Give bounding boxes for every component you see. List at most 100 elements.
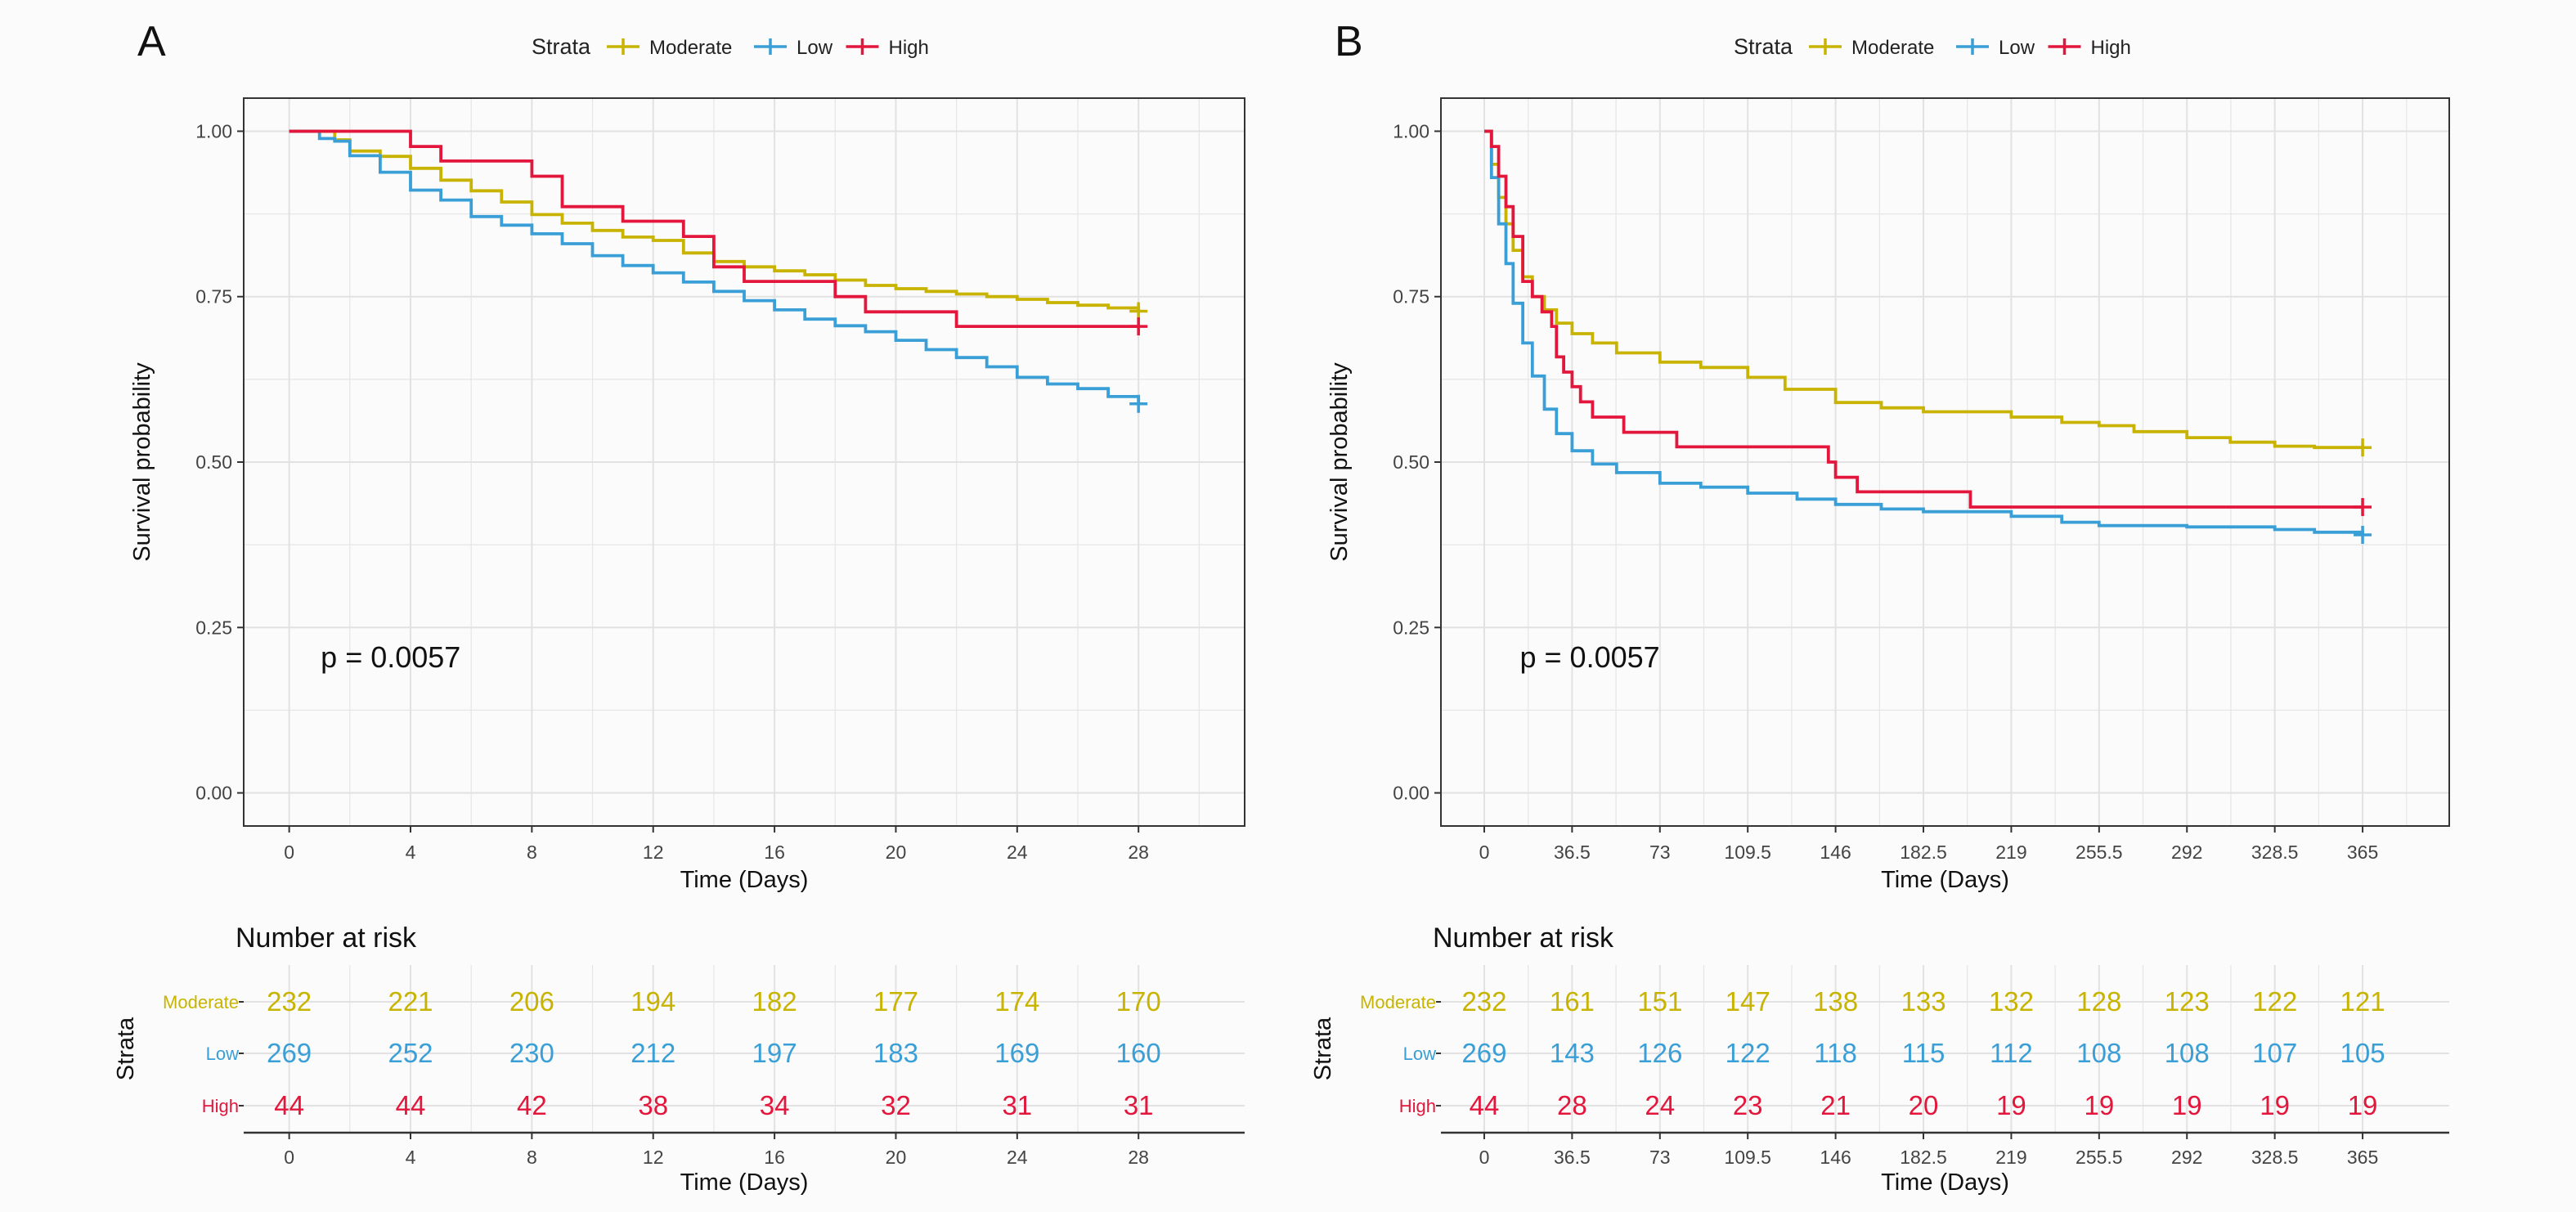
censor-mark-low bbox=[2354, 526, 2372, 544]
risk-count: 32 bbox=[881, 1090, 911, 1120]
risk-row-label-moderate: Moderate bbox=[1360, 992, 1436, 1012]
legend-key-moderate bbox=[607, 38, 640, 55]
legend-key-moderate bbox=[1809, 38, 1842, 55]
x-tick-label: 20 bbox=[886, 842, 907, 863]
x-tick-label: 146 bbox=[1820, 842, 1851, 863]
y-axis-label: Survival probability bbox=[129, 362, 155, 562]
risk-table-title: Number at risk bbox=[236, 922, 417, 954]
risk-count: 169 bbox=[994, 1038, 1039, 1068]
risk-count: 108 bbox=[2076, 1038, 2121, 1068]
risk-x-axis-label: Time (Days) bbox=[680, 1169, 809, 1196]
x-axis-label: Time (Days) bbox=[680, 867, 809, 893]
risk-x-tick-label: 36.5 bbox=[1554, 1147, 1591, 1168]
grid bbox=[244, 98, 1245, 826]
km-curve-high bbox=[289, 129, 1139, 328]
km-curve-high bbox=[1484, 129, 2363, 509]
x-axis-label: Time (Days) bbox=[1881, 867, 2009, 893]
y-tick-label: 0.50 bbox=[195, 451, 232, 473]
censor-mark-high bbox=[1129, 317, 1148, 336]
risk-count: 42 bbox=[517, 1090, 547, 1120]
legend-title: Strata bbox=[532, 34, 591, 59]
risk-count: 182 bbox=[752, 986, 797, 1017]
risk-x-tick-label: 0 bbox=[1479, 1147, 1490, 1168]
risk-x-tick-label: 24 bbox=[1007, 1147, 1028, 1168]
x-tick-label: 36.5 bbox=[1554, 842, 1591, 863]
risk-count: 269 bbox=[1461, 1038, 1506, 1068]
x-tick-label: 24 bbox=[1007, 842, 1028, 863]
x-tick-label: 292 bbox=[2171, 842, 2202, 863]
x-tick-label: 12 bbox=[643, 842, 664, 863]
legend-key-low bbox=[754, 38, 787, 55]
risk-row-label-high: High bbox=[202, 1096, 239, 1116]
risk-count: 212 bbox=[631, 1038, 675, 1068]
risk-y-axis-label: Strata bbox=[1310, 1017, 1336, 1080]
legend-label-low: Low bbox=[797, 37, 833, 59]
legend-title: Strata bbox=[1734, 34, 1793, 59]
risk-table: Number at risk Moderate 232 161 151 147 138 133… bbox=[1310, 922, 2449, 1196]
risk-count: 138 bbox=[1813, 986, 1858, 1017]
risk-x-tick-label: 12 bbox=[643, 1147, 664, 1168]
risk-count: 122 bbox=[1726, 1038, 1770, 1068]
legend-key-high bbox=[2048, 38, 2081, 55]
legend-key-low bbox=[1956, 38, 1989, 55]
risk-table-title: Number at risk bbox=[1433, 922, 1614, 954]
risk-count: 143 bbox=[1550, 1038, 1595, 1068]
risk-count: 170 bbox=[1116, 986, 1161, 1017]
risk-count: 126 bbox=[1637, 1038, 1682, 1068]
censor-mark-moderate bbox=[2354, 438, 2372, 457]
risk-count: 19 bbox=[2260, 1090, 2290, 1120]
censor-mark-moderate bbox=[1129, 302, 1148, 321]
risk-count: 115 bbox=[1902, 1038, 1945, 1068]
censor-mark-low bbox=[1129, 394, 1148, 413]
x-tick-label: 8 bbox=[527, 842, 537, 863]
risk-count: 108 bbox=[2165, 1038, 2210, 1068]
risk-x-tick-label: 28 bbox=[1128, 1147, 1149, 1168]
risk-count: 232 bbox=[1461, 986, 1506, 1017]
x-tick-label: 328.5 bbox=[2251, 842, 2299, 863]
p-value-annotation: p = 0.0057 bbox=[321, 640, 460, 674]
x-tick-label: 182.5 bbox=[1900, 842, 1947, 863]
risk-x-axis-label: Time (Days) bbox=[1881, 1169, 2009, 1196]
y-tick-label: 0.75 bbox=[195, 286, 232, 307]
km-curve-low bbox=[1484, 129, 2364, 535]
risk-count: 112 bbox=[1990, 1038, 2033, 1068]
risk-x-tick-label: 328.5 bbox=[2251, 1147, 2299, 1168]
risk-count: 24 bbox=[1645, 1090, 1675, 1120]
risk-count: 23 bbox=[1733, 1090, 1763, 1120]
risk-table: Number at risk Moderate 232 221 206 194 182 177… bbox=[113, 922, 1245, 1196]
risk-count: 122 bbox=[2252, 986, 2297, 1017]
risk-x-tick-label: 4 bbox=[406, 1147, 416, 1168]
y-tick-label: 0.75 bbox=[1393, 286, 1429, 307]
plot-border bbox=[243, 97, 1245, 827]
risk-count: 197 bbox=[752, 1038, 797, 1068]
y-tick-label: 0.50 bbox=[1393, 451, 1429, 473]
x-tick-label: 219 bbox=[1995, 842, 2026, 863]
legend-label-moderate: Moderate bbox=[649, 37, 732, 59]
risk-count: 44 bbox=[1470, 1090, 1500, 1120]
risk-row-label-low: Low bbox=[1403, 1044, 1436, 1064]
risk-count: 221 bbox=[388, 986, 433, 1017]
y-tick-label: 0.25 bbox=[195, 617, 232, 638]
risk-count: 105 bbox=[2340, 1038, 2385, 1068]
risk-count: 232 bbox=[267, 986, 312, 1017]
x-tick-label: 16 bbox=[764, 842, 785, 863]
legend-key-high bbox=[846, 38, 879, 55]
risk-count: 19 bbox=[2084, 1090, 2114, 1120]
legend-label-high: High bbox=[2091, 37, 2131, 59]
risk-count: 161 bbox=[1550, 986, 1595, 1017]
p-value-annotation: p = 0.0057 bbox=[1520, 640, 1660, 674]
risk-count: 230 bbox=[509, 1038, 554, 1068]
risk-x-tick-label: 8 bbox=[527, 1147, 537, 1168]
risk-x-tick-label: 109.5 bbox=[1724, 1147, 1771, 1168]
risk-x-tick-label: 365 bbox=[2347, 1147, 2378, 1168]
y-tick-label: 1.00 bbox=[195, 120, 232, 141]
risk-x-tick-label: 20 bbox=[886, 1147, 907, 1168]
risk-count: 133 bbox=[1901, 986, 1945, 1017]
panel-label: B bbox=[1335, 18, 1363, 65]
risk-count: 19 bbox=[2172, 1090, 2202, 1120]
x-tick-label: 73 bbox=[1649, 842, 1671, 863]
risk-x-tick-label: 16 bbox=[764, 1147, 785, 1168]
y-tick-label: 0.00 bbox=[1393, 783, 1429, 804]
